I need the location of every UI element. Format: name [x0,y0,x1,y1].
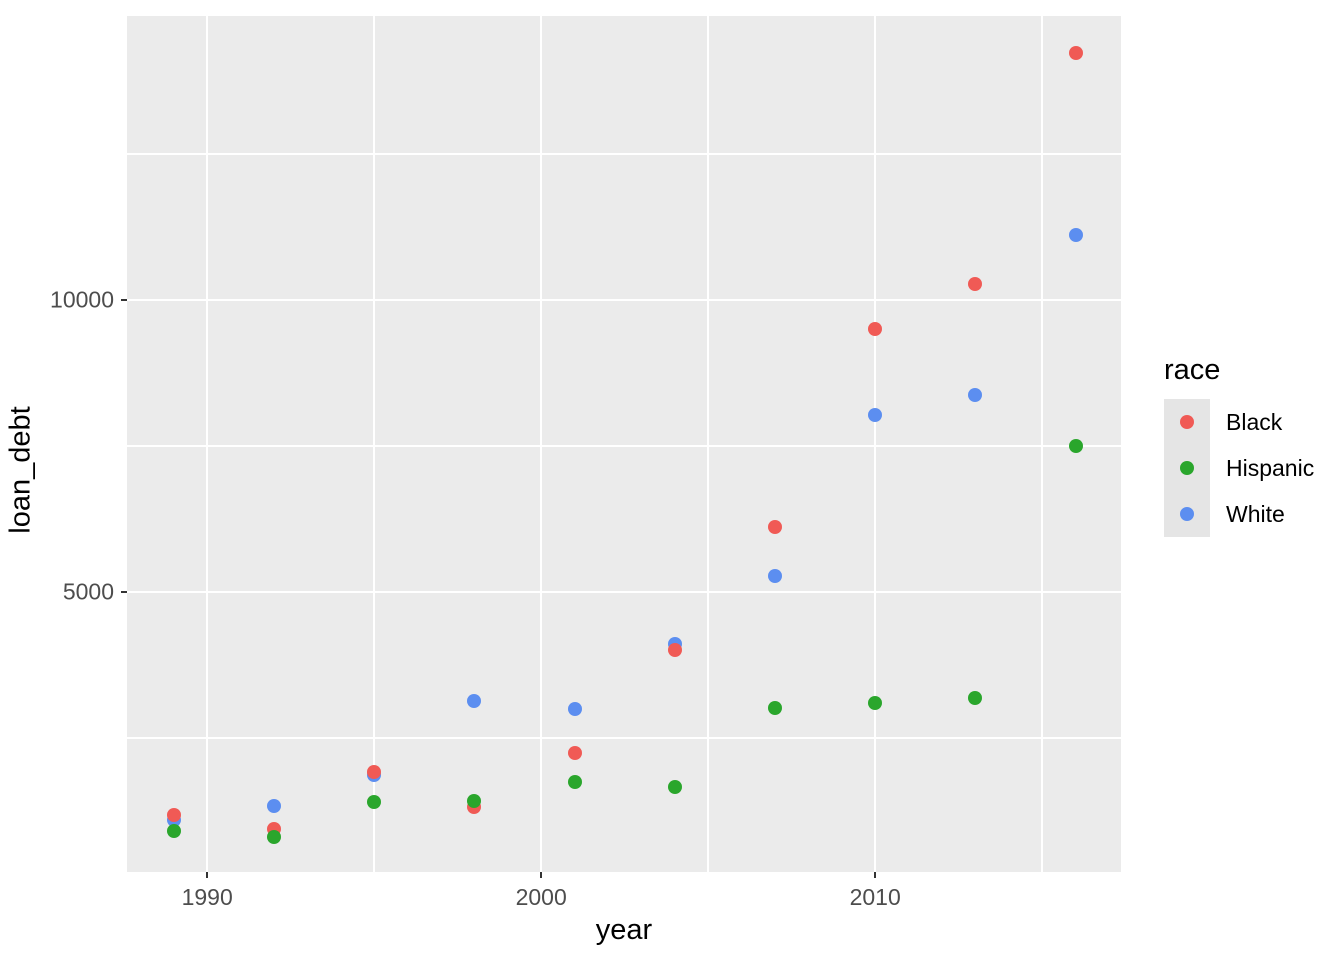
data-point [567,745,582,760]
data-point [467,693,482,708]
data-point [868,695,883,710]
x-tick-mark [206,872,209,878]
minor-gridline-x [373,16,375,872]
y-tick-label: 5000 [62,578,114,605]
y-tick-mark [121,591,127,594]
major-gridline-x [873,16,877,872]
major-gridline-y [127,298,1121,302]
data-point [166,808,181,823]
legend-key [1164,445,1210,491]
legend-key [1164,491,1210,537]
x-tick-mark [540,872,543,878]
minor-gridline-x [707,16,709,872]
data-point [567,701,582,716]
legend-label: White [1226,500,1285,527]
data-point [266,799,281,814]
legend-label: Hispanic [1226,454,1315,481]
x-tick-label: 1990 [181,884,233,910]
legend-item: Black [1164,399,1314,445]
minor-gridline-y [127,737,1121,739]
data-point [868,408,883,423]
data-point [567,774,582,789]
major-gridline-y [127,590,1121,594]
minor-gridline-x [1041,16,1043,872]
data-point [266,829,281,844]
data-point [367,794,382,809]
minor-gridline-y [127,445,1121,447]
data-point [767,568,782,583]
data-point [1068,228,1083,243]
legend-item: White [1164,491,1314,537]
data-point [667,643,682,658]
data-point [1068,439,1083,454]
data-point [767,700,782,715]
legend-label: Black [1226,408,1283,435]
y-axis-title: loan_debt [4,406,37,534]
plot-panel [127,16,1121,872]
legend-dot [1180,461,1194,475]
legend-key [1164,399,1210,445]
data-point [968,690,983,705]
x-axis-title: year [595,914,653,946]
data-point [968,387,983,402]
data-point [467,794,482,809]
legend-item: Hispanic [1164,445,1314,491]
data-point [166,823,181,838]
legend-dot [1180,507,1194,521]
data-point [367,764,382,779]
minor-gridline-y [127,153,1121,155]
y-tick-label: 10000 [50,286,114,313]
major-gridline-x [539,16,543,872]
legend-dot [1180,415,1194,429]
data-point [667,780,682,795]
data-point [868,322,883,337]
x-tick-label: 2000 [515,884,567,910]
x-tick-label: 2010 [849,884,901,910]
legend-title: race [1164,354,1221,386]
y-tick-mark [121,299,127,302]
x-tick-mark [874,872,877,878]
legend-keys: Black Hispanic White [1164,399,1314,537]
data-point [1068,46,1083,61]
legend: race Black Hispanic White [1164,356,1314,537]
data-point [968,277,983,291]
major-gridline-x [205,16,209,872]
data-point [767,520,782,535]
